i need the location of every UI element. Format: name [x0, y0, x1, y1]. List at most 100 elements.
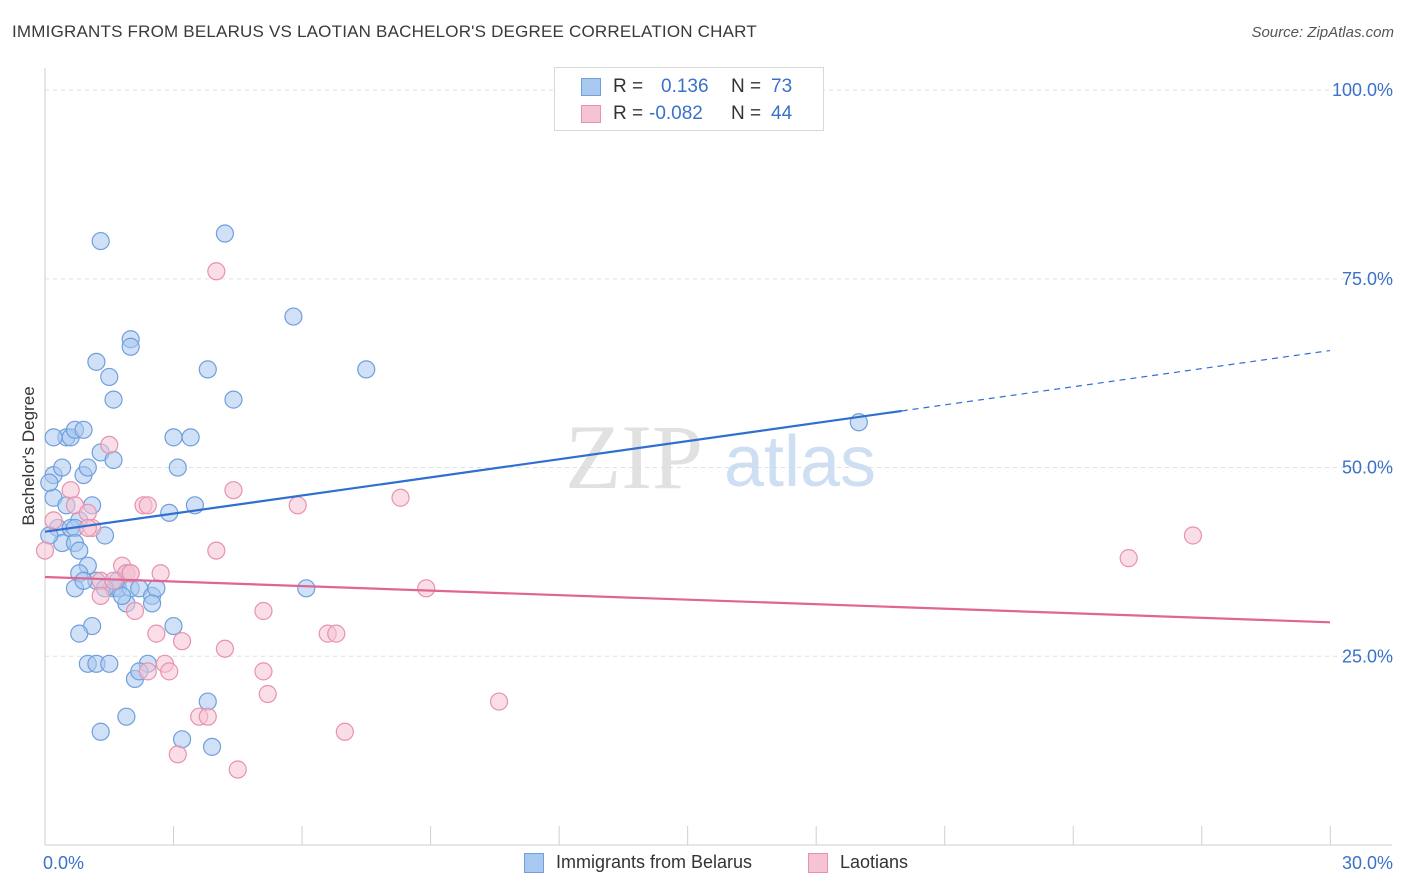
belarus-point: [70, 541, 89, 560]
belarus-point: [147, 579, 166, 598]
grid-lines: [45, 89, 1392, 657]
series-legend: Immigrants from Belarus Laotians: [0, 852, 1406, 876]
belarus-point: [117, 707, 136, 726]
belarus-point: [104, 390, 123, 409]
x-tick-label-min: 0.0%: [43, 853, 84, 873]
n-label: N =: [731, 103, 762, 124]
laotian-point: [417, 579, 436, 598]
belarus-point: [142, 594, 162, 613]
r-label: R =: [613, 103, 644, 124]
laotian-point: [172, 632, 192, 651]
laotian-point: [224, 481, 243, 500]
belarus-legend-label: Immigrants from Belarus: [556, 852, 753, 872]
belarus-point: [284, 307, 303, 326]
belarus-point: [74, 571, 93, 590]
trend-lines: [44, 349, 1331, 624]
r-value-belarus: 0.136: [661, 76, 709, 97]
y-tick-label: 75.0%: [1342, 269, 1393, 289]
laotian-point: [215, 639, 234, 658]
belarus-point: [224, 390, 243, 409]
belarus-trend-extension: [901, 349, 1331, 412]
laotian-point: [44, 511, 63, 530]
belarus-point: [100, 654, 119, 673]
laotian-point: [391, 488, 410, 507]
laotian-point: [91, 586, 110, 605]
laotian-point: [254, 662, 273, 681]
laotian-point: [258, 684, 277, 704]
r-label: R =: [613, 76, 644, 97]
belarus-point: [172, 730, 192, 749]
laotian-point: [327, 624, 346, 643]
stats-legend: R = 0.136 N = 73 R = -0.082 N = 44: [554, 67, 824, 131]
series-laotian-points: [35, 262, 1203, 779]
laotian-point: [168, 745, 187, 764]
belarus-point: [198, 692, 217, 711]
belarus-point: [297, 579, 316, 598]
laotian-point: [207, 262, 226, 281]
belarus-point: [40, 473, 59, 492]
laotian-trend-line: [44, 575, 1331, 624]
belarus-point: [168, 458, 187, 477]
laotian-point: [78, 518, 97, 538]
belarus-point: [53, 458, 72, 477]
laotian-point: [147, 624, 166, 643]
legend-row-belarus: R = 0.136 N = 73: [581, 75, 792, 99]
n-value-belarus: 73: [771, 76, 793, 97]
y-tick-label: 50.0%: [1342, 458, 1393, 478]
n-label: N =: [731, 76, 762, 97]
belarus-point: [87, 352, 106, 371]
laotian-point: [104, 571, 123, 590]
laotian-point: [61, 481, 80, 500]
laotian-point: [138, 496, 157, 515]
series-belarus-points: [40, 224, 868, 756]
belarus-point: [91, 722, 110, 741]
belarus-point: [198, 360, 217, 379]
belarus-point: [44, 428, 63, 447]
axes: [44, 68, 1392, 846]
laotian-point: [228, 760, 247, 779]
tick-labels: 25.0% 50.0% 75.0% 100.0% 0.0% 30.0%: [43, 80, 1393, 873]
legend-item-laotian[interactable]: Laotians: [808, 852, 908, 873]
laotian-point: [1183, 526, 1203, 545]
y-axis-label: Bachelor's Degree: [19, 386, 38, 525]
y-tick-label: 100.0%: [1332, 80, 1393, 100]
laotian-point: [198, 707, 217, 726]
belarus-point: [215, 224, 234, 243]
belarus-point: [78, 458, 97, 477]
legend-row-laotian: R = -0.082 N = 44: [581, 102, 792, 126]
belarus-point: [164, 428, 183, 447]
belarus-trend-line: [44, 409, 902, 533]
r-value-laotian: -0.082: [649, 103, 703, 124]
laotian-point: [489, 692, 509, 711]
belarus-legend-swatch: [524, 852, 544, 873]
laotian-point: [100, 435, 119, 455]
laotian-point: [207, 541, 226, 560]
laotian-legend-swatch: [808, 852, 828, 873]
laotian-point: [78, 503, 97, 522]
belarus-point: [74, 420, 93, 439]
chart-title: IMMIGRANTS FROM BELARUS VS LAOTIAN BACHE…: [12, 22, 757, 41]
legend-item-belarus[interactable]: Immigrants from Belarus: [524, 852, 752, 873]
laotian-point: [160, 662, 179, 681]
laotian-swatch: [581, 105, 601, 123]
belarus-point: [91, 231, 110, 251]
belarus-point: [202, 737, 222, 756]
watermark-zip: ZIP: [565, 406, 703, 508]
belarus-point: [100, 367, 119, 387]
x-tick-label-max: 30.0%: [1342, 853, 1393, 873]
laotian-legend-label: Laotians: [840, 852, 909, 872]
belarus-point: [181, 428, 200, 447]
y-tick-label: 25.0%: [1342, 646, 1393, 666]
belarus-point: [70, 624, 89, 643]
n-value-laotian: 44: [771, 103, 793, 124]
laotian-point: [138, 662, 157, 681]
laotian-point: [125, 601, 145, 621]
belarus-point: [121, 337, 140, 356]
belarus-point: [104, 450, 123, 470]
laotian-point: [151, 564, 170, 583]
laotian-point: [254, 601, 273, 621]
laotian-point: [1119, 549, 1138, 568]
belarus-point: [112, 586, 132, 605]
watermark-atlas: atlas: [724, 422, 876, 502]
